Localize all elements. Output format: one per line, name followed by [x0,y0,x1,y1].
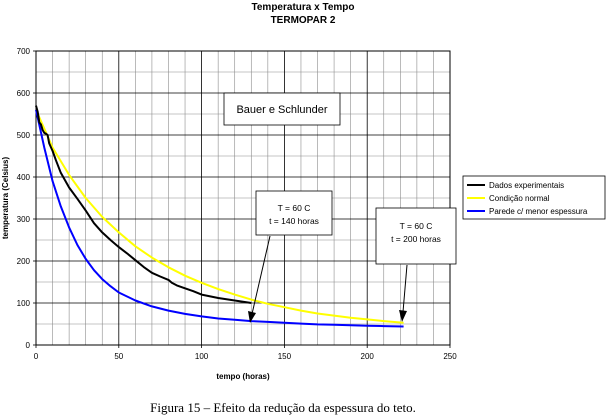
series-lines [35,105,404,328]
annotation-2-arrowhead [399,310,407,322]
x-axis-ticks: 0 50 100 150 200 250 [34,345,457,361]
figure-caption: Figura 15 – Efeito da redução da espessu… [150,400,416,415]
plot-frame [35,50,451,346]
annotation-2-line-1: T = 60 C [400,221,433,231]
x-tick-label: 50 [114,352,123,361]
legend-label-experimental: Dados experimentais [489,181,564,190]
legend-label-thin-wall: Parede c/ menor espessura [489,207,588,216]
y-tick-label: 500 [17,131,31,140]
annotation-box-2 [375,207,457,265]
model-label: Bauer e Schlunder [236,104,327,116]
x-tick-label: 150 [278,352,292,361]
y-tick-label: 400 [17,173,31,182]
chart-subtitle: TERMOPAR 2 [271,15,336,26]
y-tick-label: 600 [17,89,31,98]
annotation-1-arrow [251,235,271,315]
x-tick-label: 250 [443,352,457,361]
legend [462,175,606,220]
minor-grid [36,51,450,345]
x-tick-label: 100 [195,352,209,361]
legend-label-normal: Condição normal [489,194,550,203]
y-tick-label: 100 [17,299,31,308]
annotation-2-line-2: t = 200 horas [391,234,441,244]
x-tick-label: 200 [361,352,375,361]
y-tick-label: 200 [17,257,31,266]
chart-title: Temperatura x Tempo [252,2,355,13]
series-line-normal [35,109,404,324]
series-line-thin-wall [35,109,404,328]
annotation-1-line-1: T = 60 C [278,203,311,213]
annotation-1-arrowhead [248,311,256,323]
y-tick-label: 300 [17,215,31,224]
annotation-2-arrow [402,264,408,313]
annotation-1-line-2: t = 140 horas [269,216,319,226]
series-line-experimental [35,105,252,304]
y-tick-label: 0 [26,341,31,350]
annotation-box-1 [255,190,333,236]
x-axis-label: tempo (horas) [216,372,270,381]
y-axis-ticks: 0 100 200 300 400 500 600 700 [17,47,36,350]
y-tick-label: 700 [17,47,31,56]
model-label-box [223,92,341,126]
y-axis-label: temperatura (Celsius) [1,157,10,240]
x-tick-label: 0 [34,352,39,361]
